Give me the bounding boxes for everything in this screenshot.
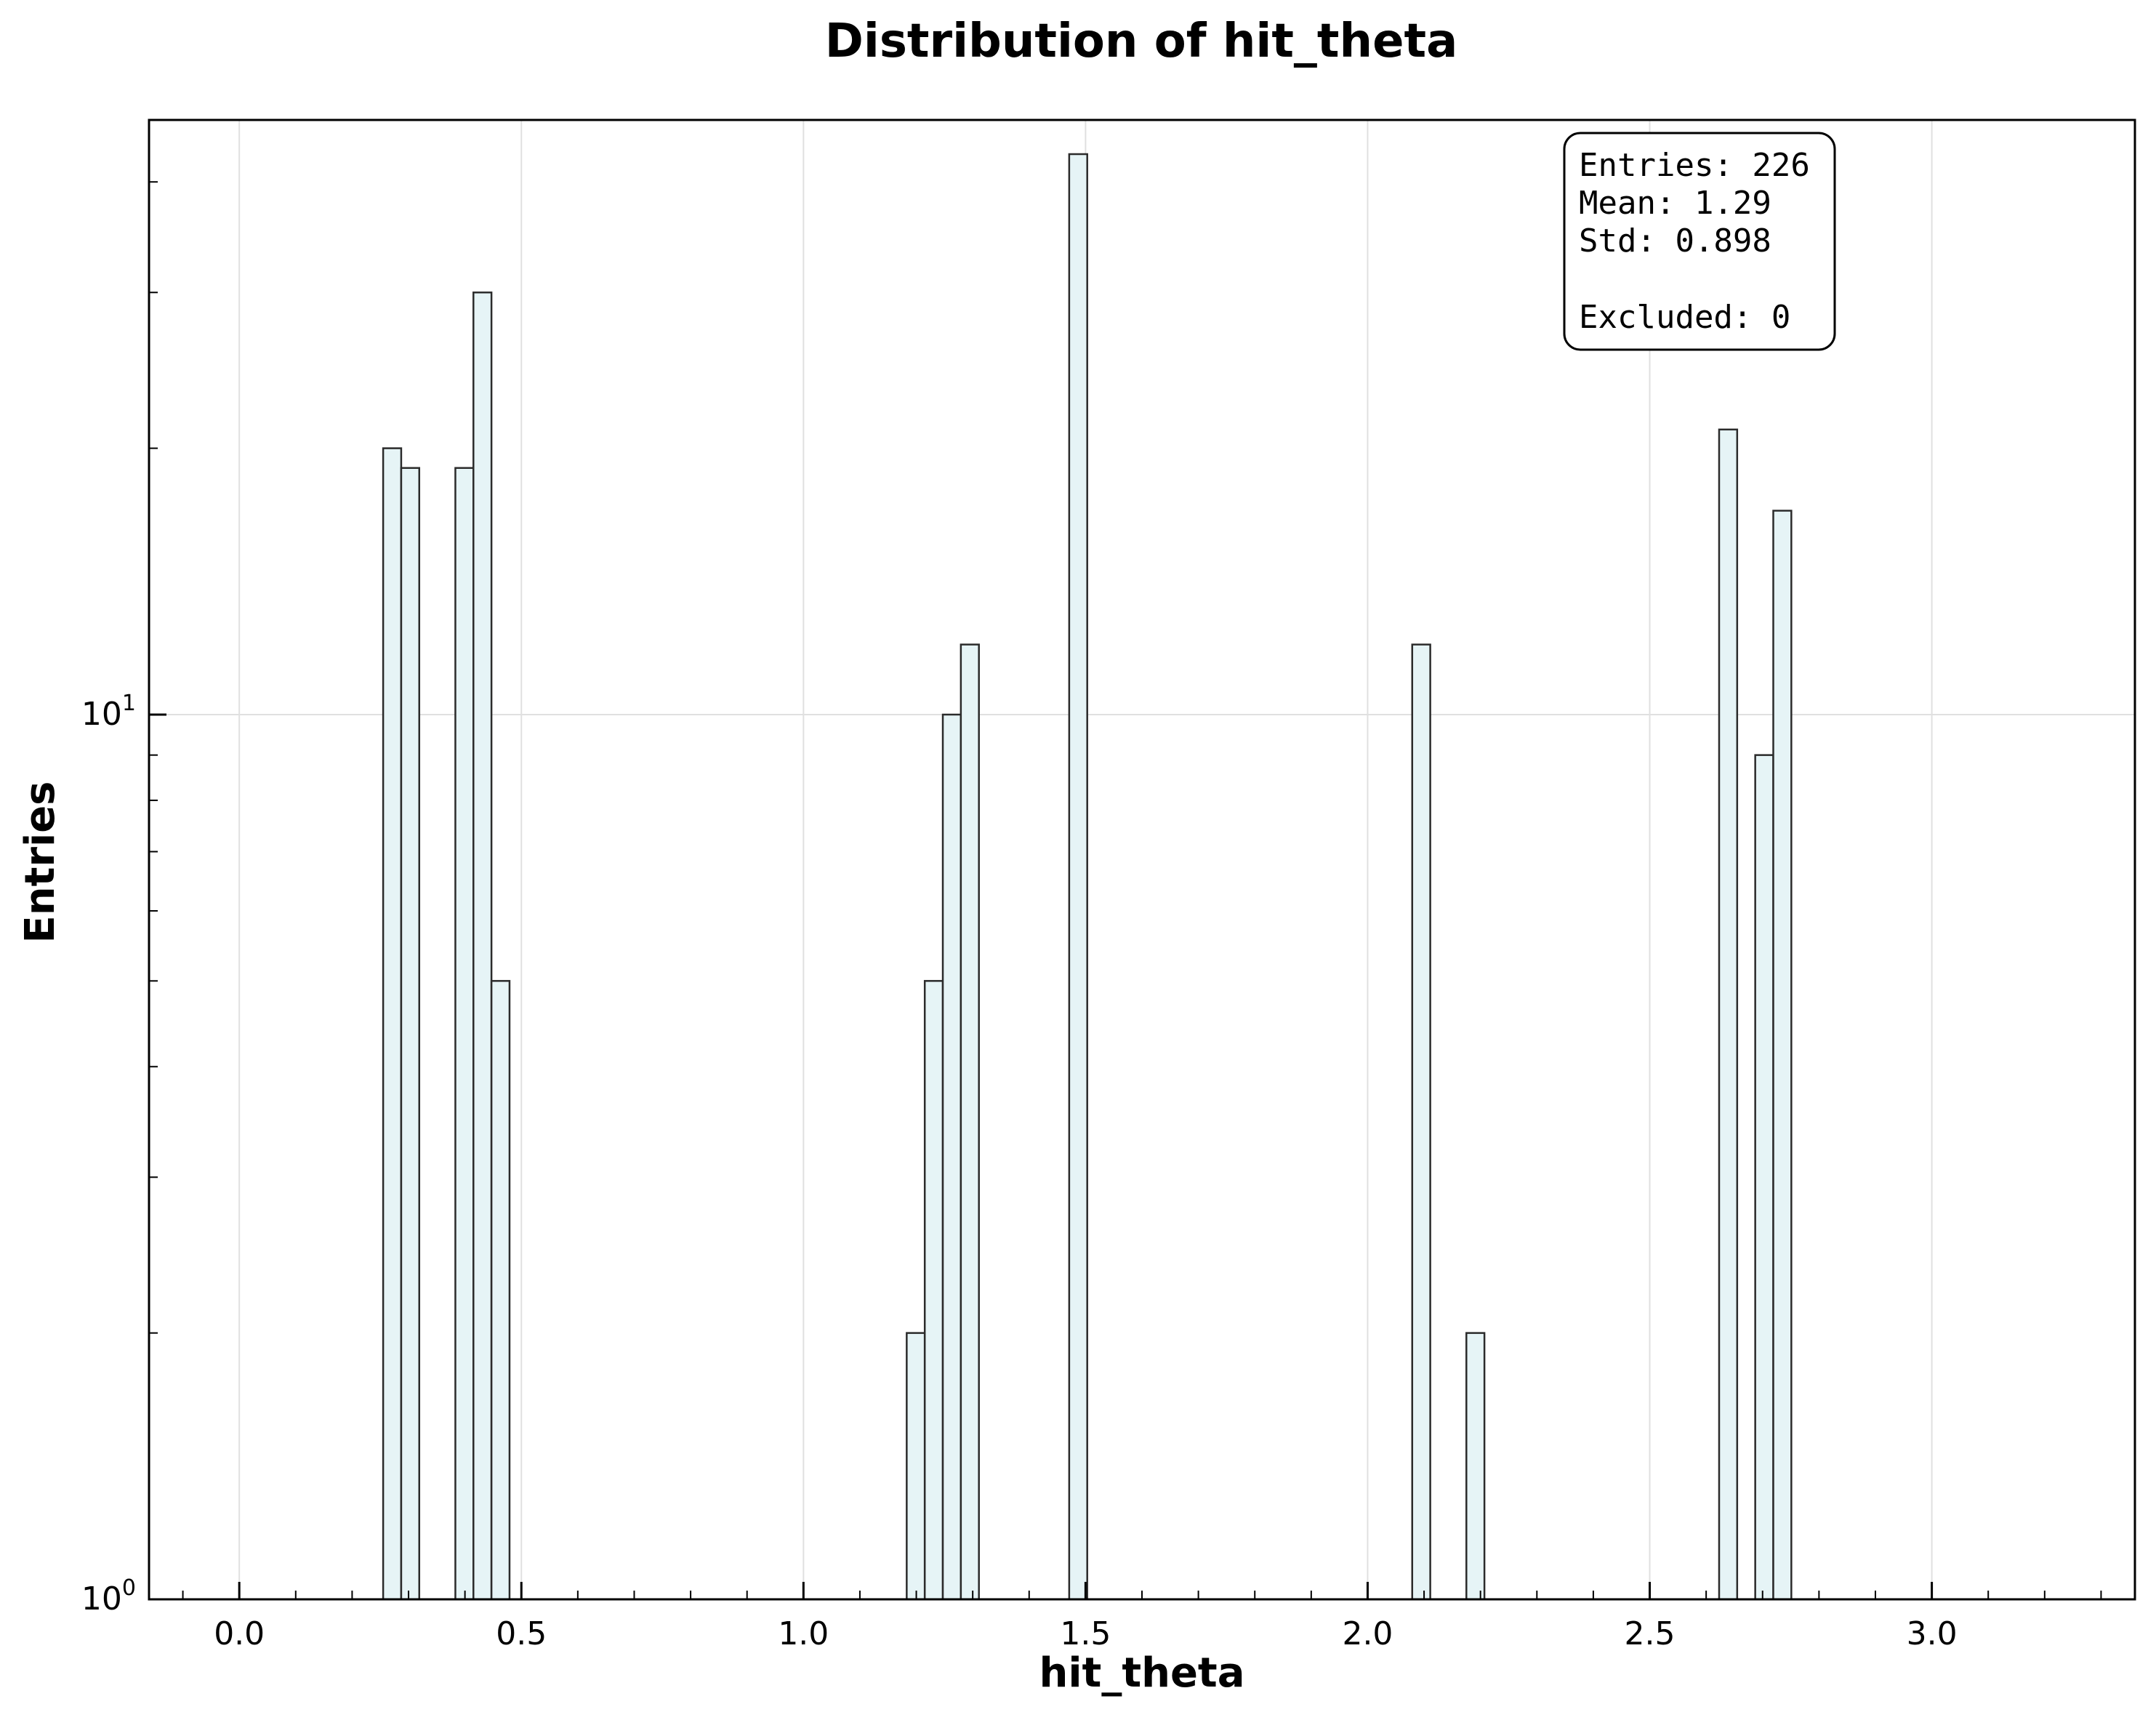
stats-entries: Entries: 226 <box>1579 147 1810 184</box>
x-tick-labels: 0.0 0.5 1.0 1.5 2.0 2.5 3.0 <box>214 1615 1957 1652</box>
x-tick-label: 0.0 <box>214 1615 265 1652</box>
y-tick-labels: 100 101 <box>81 691 136 1617</box>
stats-box: Entries: 226 Mean: 1.29 Std: 0.898 Exclu… <box>1563 132 1836 351</box>
plot-frame <box>148 118 2136 1601</box>
x-axis-label: hit_theta <box>1039 1649 1244 1697</box>
histogram-bar <box>382 447 403 1601</box>
grid-lines <box>149 120 2135 1599</box>
histogram-bar <box>1754 754 1774 1601</box>
y-tick-label: 100 <box>81 1575 136 1617</box>
stats-std: Std: 0.898 <box>1579 222 1771 260</box>
histogram-bar <box>960 643 980 1601</box>
histogram-bar <box>1772 510 1793 1601</box>
histogram-bar <box>1465 1332 1486 1601</box>
histogram-bar <box>906 1332 926 1601</box>
histogram-bar <box>472 292 493 1601</box>
x-tick-label: 2.0 <box>1342 1615 1393 1652</box>
x-tick-label: 0.5 <box>496 1615 547 1652</box>
stats-box-frame <box>1563 132 1836 351</box>
histogram-bar <box>454 467 475 1601</box>
y-axis-label: Entries <box>17 781 64 943</box>
x-tick-label: 1.0 <box>778 1615 829 1652</box>
chart-title: Distribution of hit_theta <box>825 15 1458 68</box>
stats-mean: Mean: 1.29 <box>1579 185 1771 222</box>
histogram-bar <box>941 713 962 1601</box>
histogram-bar <box>1068 153 1088 1601</box>
stats-excluded: Excluded: 0 <box>1579 299 1790 336</box>
y-tick-label: 101 <box>81 691 136 733</box>
histogram-bar <box>490 980 511 1601</box>
x-tick-label: 2.5 <box>1625 1615 1676 1652</box>
x-tick-label: 3.0 <box>1907 1615 1958 1652</box>
x-tick-label: 1.5 <box>1060 1615 1111 1652</box>
histogram-bars <box>382 153 1793 1601</box>
histogram-bar <box>1411 643 1431 1601</box>
histogram-bar <box>400 467 421 1601</box>
histogram-bar <box>1718 428 1739 1601</box>
axis-ticks <box>149 181 2102 1601</box>
histogram-bar <box>923 980 944 1601</box>
